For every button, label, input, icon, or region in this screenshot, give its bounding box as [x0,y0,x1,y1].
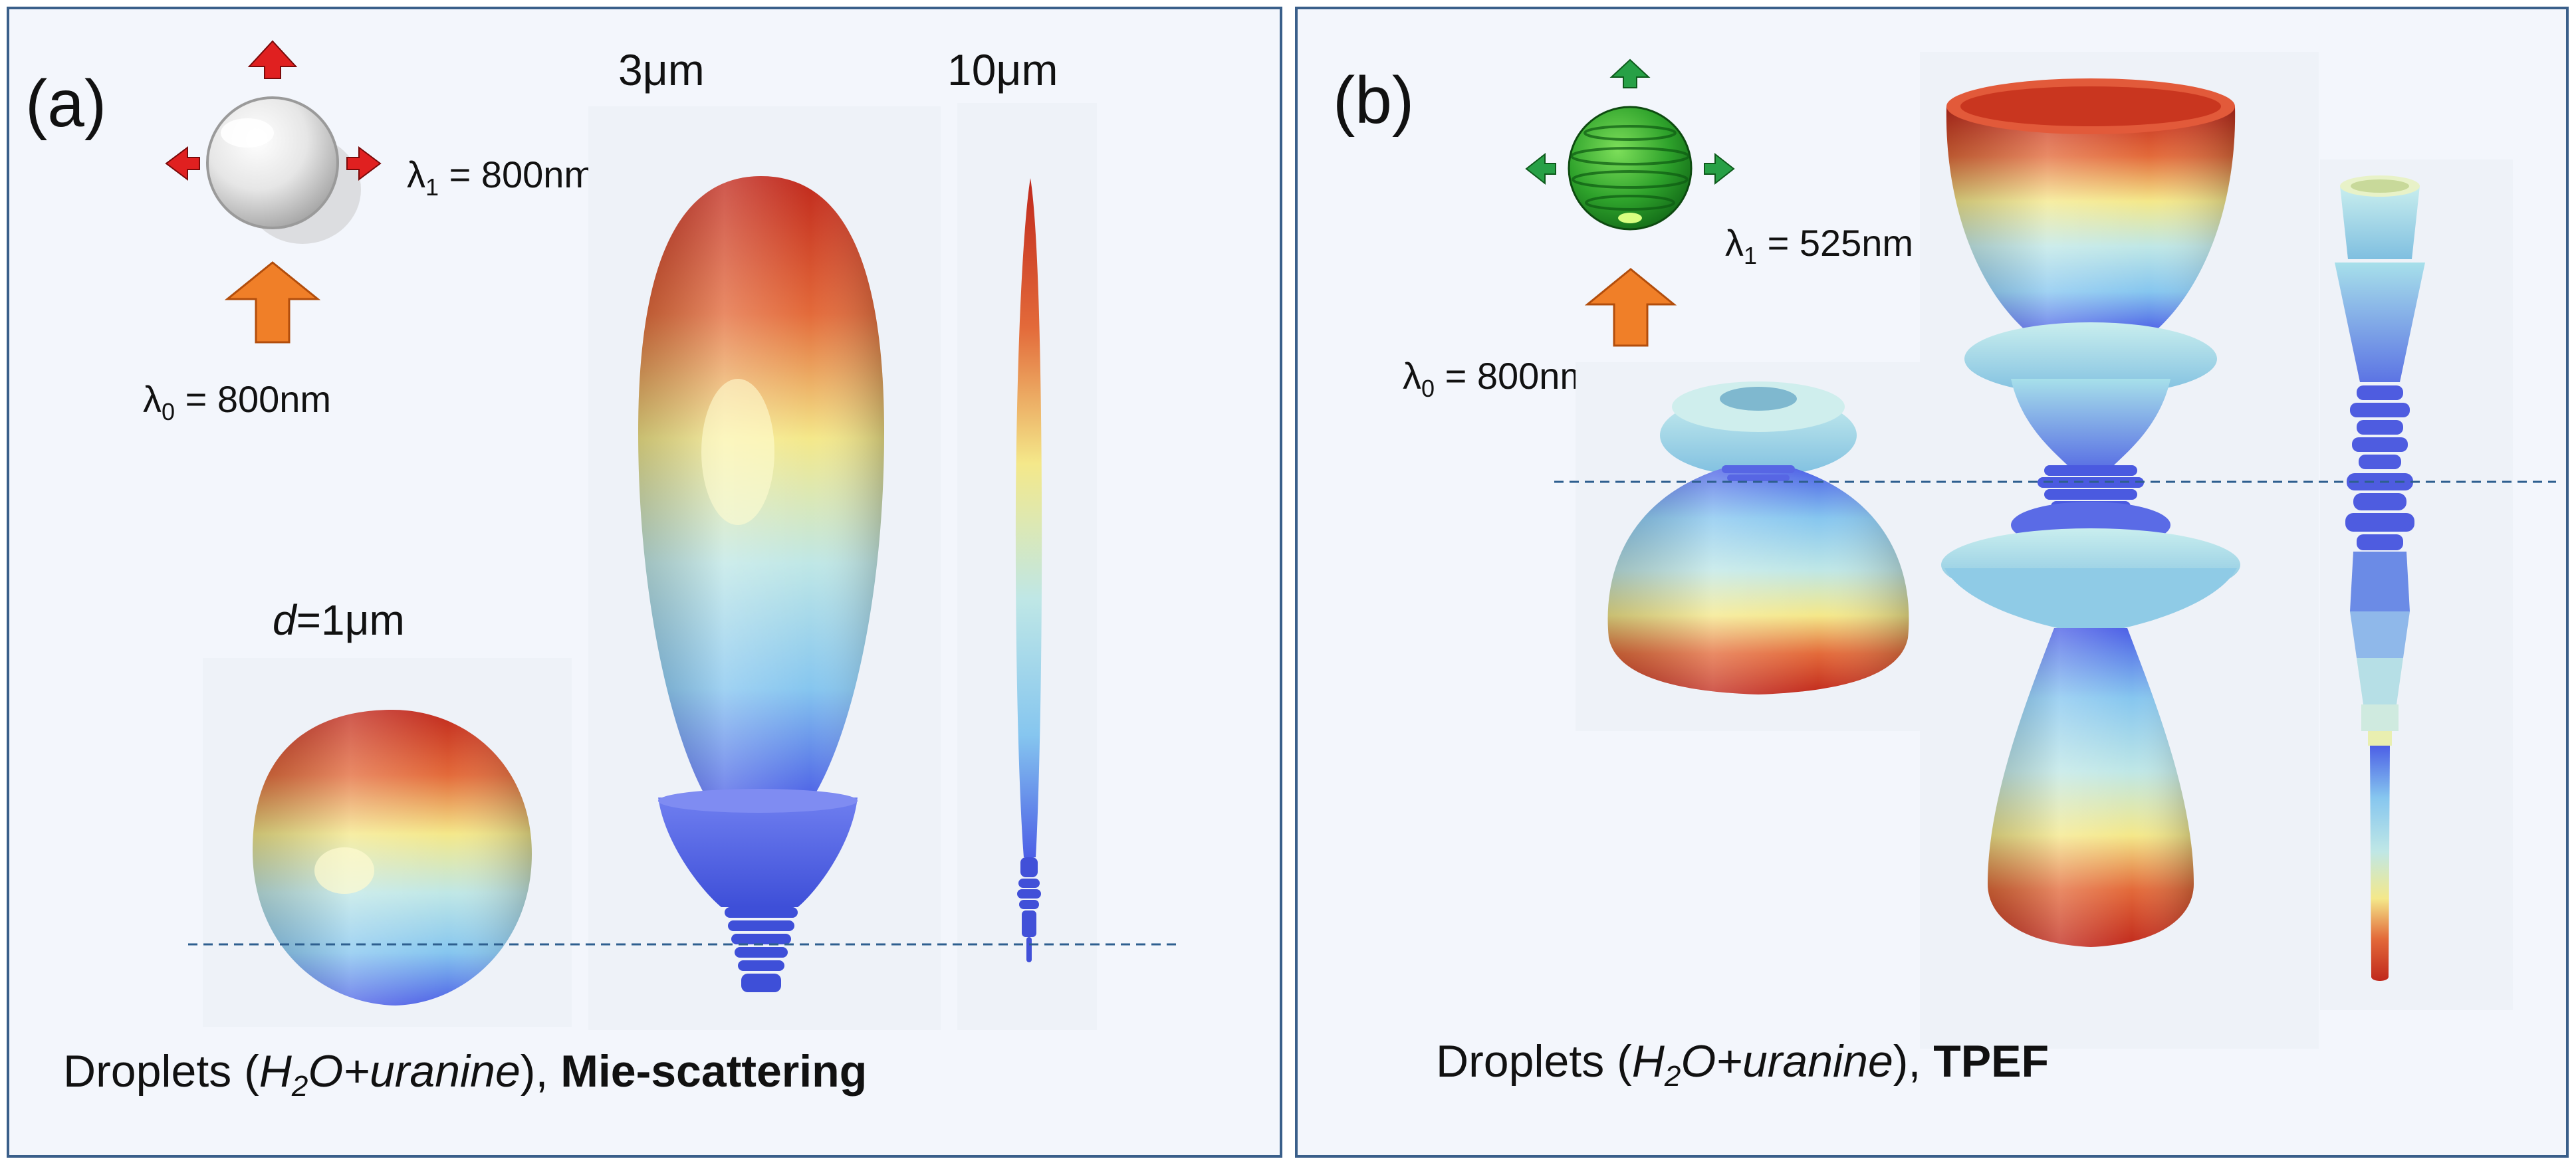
tpef-pattern-small [1607,381,1909,694]
lambda0-label: λ0 = 800nm [143,378,331,425]
lambda1-label-b: λ1 = 525nm [1725,222,1913,269]
panel-b-tag: (b) [1333,63,1414,138]
size-label-3um: 3μm [618,45,705,94]
scattering-pattern-1um [253,710,532,1006]
glass-droplet-icon [206,96,361,244]
lambda1-label: λ1 = 800nm [407,154,595,201]
panel-b: (b) λ1 = 525nm λ0 = 800nm [1295,7,2569,1158]
size-label-1um: d=1μm [273,596,405,644]
tpef-pattern-large [2335,175,2425,981]
green-emission-arrows-icon [1525,58,1735,185]
excitation-arrow-icon [224,261,321,344]
red-emission-arrows-icon [165,40,382,181]
panel-b-caption: Droplets (H2O+uranine), TPEF [1436,1036,2049,1093]
panel-a: (a) λ1 = 800nm λ0 = 800nm d=1μm 3μm 10μm [7,7,1282,1158]
fluorescent-droplet-icon [1568,106,1693,231]
scattering-pattern-3um [638,176,884,992]
panel-a-tag: (a) [25,66,106,141]
lambda0-label-b: λ0 = 800nm [1403,355,1591,402]
size-label-10um: 10μm [947,45,1058,94]
panel-a-caption: Droplets (H2O+uranine), Mie-scattering [63,1046,867,1103]
excitation-arrow-icon-b [1584,268,1677,347]
